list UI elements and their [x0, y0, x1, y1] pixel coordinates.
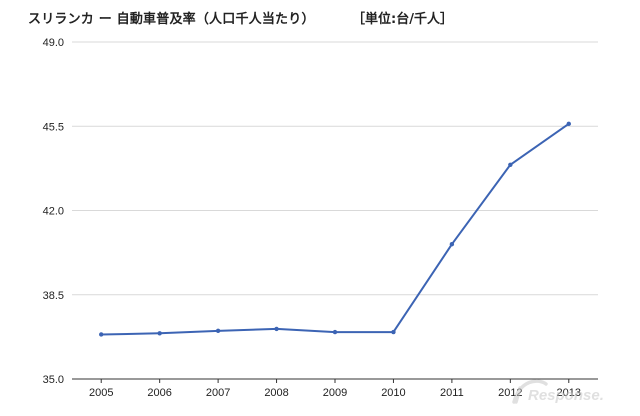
response-watermark: Response.	[512, 379, 604, 404]
data-point	[566, 121, 571, 127]
data-point	[391, 329, 396, 335]
x-tick-label: 2009	[323, 387, 347, 399]
data-point	[508, 162, 513, 167]
watermark-text: Response.	[528, 387, 604, 404]
chart-unit-label: ［単位:台/千人］	[352, 12, 453, 27]
data-point	[449, 242, 455, 247]
data-point	[332, 329, 338, 335]
data-point	[99, 332, 104, 337]
chart-title: スリランカ ー 自動車普及率（人口千人当たり）	[28, 12, 315, 27]
y-tick-label: 42.0	[43, 206, 64, 218]
grid-lines	[72, 41, 598, 296]
x-tick-label: 2008	[264, 387, 288, 399]
x-tick-label: 2011	[440, 387, 464, 399]
data-point	[215, 328, 221, 334]
series-layer	[99, 121, 571, 337]
y-tick-label: 49.0	[43, 37, 64, 49]
tick-labels: 49.0 45.5 42.0 38.5 35.0 2005 2006 2007 2008 2009…	[43, 37, 581, 399]
y-tick-label: 45.5	[43, 121, 64, 133]
x-tick-label: 2010	[381, 387, 405, 399]
data-point	[157, 331, 162, 336]
axes	[72, 378, 598, 383]
x-tick-label: 2005	[89, 387, 113, 399]
x-tick-label: 2013	[557, 387, 581, 399]
series-line	[101, 122, 570, 336]
data-point	[274, 326, 279, 332]
y-tick-label: 35.0	[43, 374, 64, 386]
x-tick-label: 2007	[206, 387, 230, 399]
x-tick-label: 2006	[147, 387, 171, 399]
y-tick-label: 38.5	[43, 290, 64, 302]
